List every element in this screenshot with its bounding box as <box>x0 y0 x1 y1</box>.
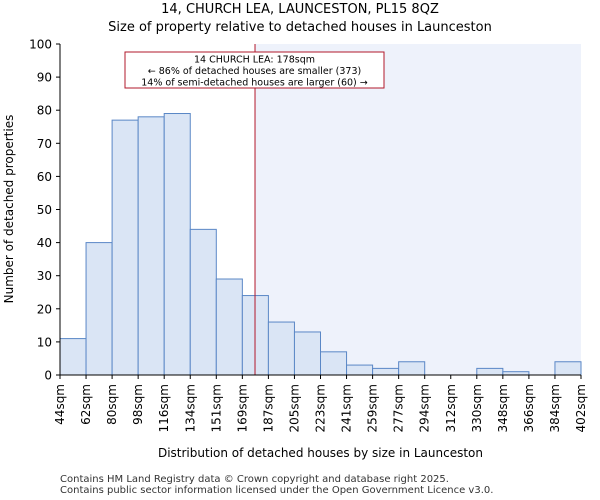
bar-134sqm <box>189 228 217 376</box>
y-tick-label-70: 70 <box>37 137 52 151</box>
x-tick-label-116sqm: 116sqm <box>157 384 171 432</box>
x-tick-label-312sqm: 312sqm <box>444 384 458 432</box>
x-tick-label-80sqm: 80sqm <box>105 384 119 425</box>
x-tick-label-384sqm: 384sqm <box>548 384 562 432</box>
y-tick-label-100: 100 <box>29 38 52 52</box>
annotation-line-3: 14% of semi-detached houses are larger (… <box>141 78 368 89</box>
bar-44sqm <box>59 338 87 376</box>
y-tick-label-40: 40 <box>37 236 52 250</box>
y-axis-label: Number of detached properties <box>2 115 16 304</box>
annotation-line-1: 14 CHURCH LEA: 178sqm <box>194 55 315 66</box>
bar-223sqm <box>320 351 348 376</box>
y-tick-label-10: 10 <box>37 335 52 349</box>
x-tick-label-330sqm: 330sqm <box>470 384 484 432</box>
x-tick-label-348sqm: 348sqm <box>496 384 510 432</box>
bar-259sqm <box>372 367 400 376</box>
x-tick-label-223sqm: 223sqm <box>314 384 328 432</box>
x-tick-label-98sqm: 98sqm <box>131 384 145 425</box>
bar-62sqm <box>85 242 113 376</box>
bar-205sqm <box>293 331 322 376</box>
x-tick-label-44sqm: 44sqm <box>53 384 67 425</box>
bar-116sqm <box>163 113 191 376</box>
x-tick-label-134sqm: 134sqm <box>183 384 197 432</box>
bar-384sqm <box>554 361 582 376</box>
x-tick-label-294sqm: 294sqm <box>418 384 432 432</box>
bar-330sqm <box>476 367 504 376</box>
bar-151sqm <box>215 278 243 376</box>
y-tick-label-60: 60 <box>37 170 52 184</box>
annotation-box <box>124 51 385 89</box>
x-tick-label-402sqm: 402sqm <box>574 384 588 432</box>
bar-80sqm <box>111 119 139 376</box>
x-axis-label: Distribution of detached houses by size … <box>158 446 483 460</box>
bar-277sqm <box>398 361 426 376</box>
x-tick-label-205sqm: 205sqm <box>287 384 301 432</box>
property-annotation: 14 CHURCH LEA: 178sqm ← 86% of detached … <box>124 51 385 89</box>
y-tick-label-20: 20 <box>37 302 52 316</box>
y-tick-label-30: 30 <box>37 269 52 283</box>
y-tick-label-90: 90 <box>37 71 52 85</box>
x-tick-label-151sqm: 151sqm <box>209 384 223 432</box>
x-tick-label-187sqm: 187sqm <box>261 384 275 432</box>
footer-line-2: Contains public sector information licen… <box>60 485 494 496</box>
x-tick-label-277sqm: 277sqm <box>392 384 406 432</box>
x-tick-label-62sqm: 62sqm <box>79 384 93 425</box>
x-tick-label-259sqm: 259sqm <box>366 384 380 432</box>
x-tick-label-241sqm: 241sqm <box>340 384 354 432</box>
x-tick-label-366sqm: 366sqm <box>522 384 536 432</box>
bar-241sqm <box>346 364 374 376</box>
bar-187sqm <box>267 321 295 376</box>
y-tick-label-0: 0 <box>44 369 52 383</box>
chart-subtitle: Size of property relative to detached ho… <box>108 20 492 35</box>
y-tick-label-80: 80 <box>37 104 52 118</box>
chart-title: 14, CHURCH LEA, LAUNCESTON, PL15 8QZ <box>161 2 439 17</box>
bar-98sqm <box>137 116 165 376</box>
x-tick-label-169sqm: 169sqm <box>235 384 249 432</box>
footer-line-1: Contains HM Land Registry data © Crown c… <box>60 474 449 485</box>
y-tick-label-50: 50 <box>37 203 52 217</box>
annotation-line-2: ← 86% of detached houses are smaller (37… <box>148 66 361 77</box>
larger-than-property-shade <box>255 44 581 375</box>
